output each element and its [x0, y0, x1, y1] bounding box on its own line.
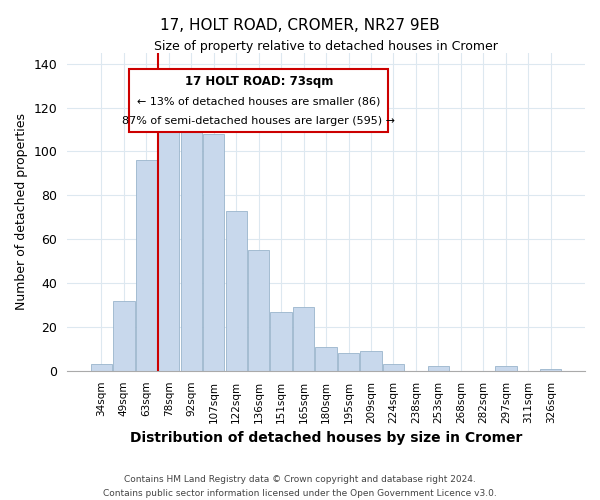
Text: 87% of semi-detached houses are larger (595) →: 87% of semi-detached houses are larger (…: [122, 116, 395, 126]
Title: Size of property relative to detached houses in Cromer: Size of property relative to detached ho…: [154, 40, 498, 53]
Text: Contains HM Land Registry data © Crown copyright and database right 2024.
Contai: Contains HM Land Registry data © Crown c…: [103, 476, 497, 498]
Bar: [293, 307, 314, 371]
Bar: [540, 368, 562, 371]
Text: ← 13% of detached houses are smaller (86): ← 13% of detached houses are smaller (86…: [137, 97, 380, 107]
X-axis label: Distribution of detached houses by size in Cromer: Distribution of detached houses by size …: [130, 431, 522, 445]
Bar: [271, 312, 292, 371]
Bar: [495, 366, 517, 371]
Bar: [113, 300, 134, 371]
Bar: [203, 134, 224, 371]
Bar: [383, 364, 404, 371]
Bar: [428, 366, 449, 371]
Text: 17 HOLT ROAD: 73sqm: 17 HOLT ROAD: 73sqm: [185, 75, 333, 88]
FancyBboxPatch shape: [129, 68, 388, 132]
Bar: [316, 346, 337, 371]
Bar: [226, 210, 247, 371]
Bar: [338, 354, 359, 371]
Bar: [248, 250, 269, 371]
Bar: [136, 160, 157, 371]
Y-axis label: Number of detached properties: Number of detached properties: [15, 114, 28, 310]
Text: 17, HOLT ROAD, CROMER, NR27 9EB: 17, HOLT ROAD, CROMER, NR27 9EB: [160, 18, 440, 32]
Bar: [181, 123, 202, 371]
Bar: [91, 364, 112, 371]
Bar: [361, 351, 382, 371]
Bar: [158, 123, 179, 371]
